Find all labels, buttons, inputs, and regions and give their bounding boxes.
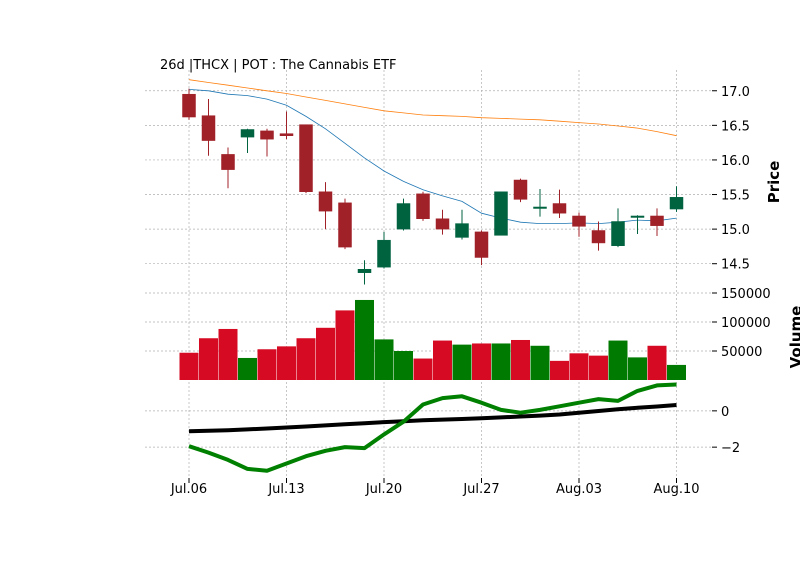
candle-body <box>338 202 352 248</box>
candle-body <box>240 129 255 138</box>
x-tick-label: Jul.27 <box>462 482 499 497</box>
volume-bar <box>199 338 218 380</box>
price-tick-label: 17.0 <box>721 85 750 100</box>
volume-axis-label: Volume <box>787 306 800 369</box>
volume-bar <box>374 339 394 380</box>
volume-bars <box>179 299 686 380</box>
candle-body <box>318 191 333 212</box>
x-tick-label: Jul.06 <box>170 482 207 497</box>
volume-bar <box>433 340 452 380</box>
oscillator-tick-label: 0 <box>721 405 729 420</box>
oscillator-tick-label: −2 <box>721 441 740 456</box>
volume-bar <box>530 345 550 380</box>
volume-bar <box>491 343 511 380</box>
ma-long-line <box>188 79 677 137</box>
volume-bar <box>550 360 569 380</box>
candle-body <box>513 179 528 200</box>
x-tick-label: Jul.13 <box>267 482 304 497</box>
volume-bar <box>335 310 355 380</box>
candle-body <box>435 218 450 230</box>
chart-title: 26d |THCX | POT : The Cannabis ETF <box>160 58 397 73</box>
volume-bar <box>667 364 686 380</box>
volume-tick-label: 100000 <box>721 316 771 331</box>
volume-bar <box>316 327 335 380</box>
candle-body <box>533 206 547 209</box>
candles <box>182 88 684 285</box>
volume-bar <box>511 339 530 380</box>
candle-body <box>182 93 196 118</box>
candle-body <box>455 223 469 238</box>
candle-body <box>591 230 606 244</box>
volume-tick-label: 150000 <box>721 287 771 302</box>
price-tick-label: 16.5 <box>721 119 750 134</box>
grid-lines <box>145 70 712 478</box>
candle-body <box>416 193 430 219</box>
moving-averages <box>188 79 677 225</box>
price-tick-label: 14.5 <box>721 258 750 273</box>
x-tick-label: Aug.03 <box>556 482 602 497</box>
volume-bar <box>277 346 296 380</box>
candle-body <box>650 215 664 226</box>
candle-body <box>669 197 684 210</box>
candle-body <box>260 130 274 140</box>
candle-body <box>611 221 625 246</box>
candle-body <box>221 154 235 170</box>
x-tick-label: Aug.10 <box>653 482 699 497</box>
ma-short-line <box>188 89 677 225</box>
candle-body <box>474 231 489 258</box>
volume-bar <box>628 357 647 380</box>
volume-bar <box>355 299 374 380</box>
candle-body <box>552 203 567 214</box>
volume-bar <box>647 345 667 380</box>
candle-body <box>299 124 313 193</box>
volume-bar <box>472 343 491 380</box>
candle-body <box>630 215 645 218</box>
volume-bar <box>589 355 608 380</box>
oscillator-slow-line <box>188 403 677 434</box>
price-tick-label: 16.0 <box>721 154 750 169</box>
candle-body <box>201 115 216 141</box>
oscillator-fast-line <box>188 382 677 473</box>
price-tick-label: 15.0 <box>721 223 750 238</box>
volume-bar <box>569 353 589 380</box>
volume-bar <box>394 351 413 380</box>
candle-body <box>396 203 411 230</box>
volume-bar <box>608 340 628 380</box>
volume-bar <box>452 344 472 380</box>
candle-body <box>279 133 294 136</box>
volume-tick-label: 50000 <box>721 345 762 360</box>
candle-body <box>494 191 508 236</box>
x-tick-label: Jul.20 <box>365 482 402 497</box>
candle-body <box>572 215 586 227</box>
oscillator-lines <box>188 382 677 473</box>
tick-labels: Jul.06 Jul.13 Jul.20 Jul.27 Aug.03 Aug.10 14.5… <box>170 85 771 497</box>
candle-body <box>377 239 391 268</box>
candle-body <box>357 268 372 273</box>
price-tick-label: 15.5 <box>721 189 750 204</box>
price-axis-label: Price <box>765 161 783 204</box>
volume-bar <box>413 358 433 380</box>
volume-bar <box>238 357 257 380</box>
volume-bar <box>179 352 199 380</box>
volume-bar <box>218 328 238 380</box>
volume-bar <box>296 338 316 380</box>
volume-bar <box>257 349 277 380</box>
